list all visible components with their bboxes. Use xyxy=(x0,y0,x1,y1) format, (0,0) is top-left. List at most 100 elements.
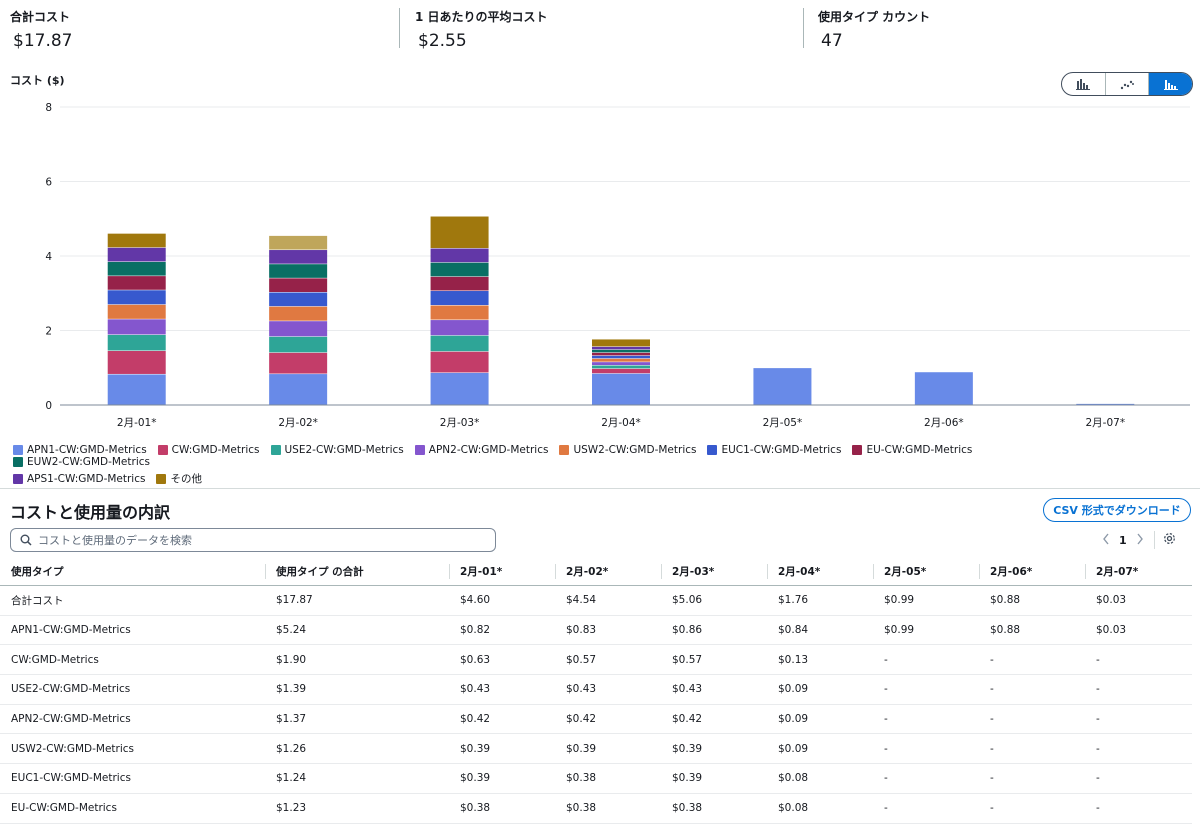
legend-label: USE2-CW:GMD-Metrics xyxy=(284,444,404,456)
column-divider[interactable] xyxy=(979,564,980,579)
bar-segment xyxy=(430,320,489,336)
bar-segment xyxy=(107,374,166,405)
legend-item[interactable]: CW:GMD-Metrics xyxy=(157,444,260,456)
column-divider[interactable] xyxy=(1085,564,1086,579)
legend-label: USW2-CW:GMD-Metrics xyxy=(573,444,697,456)
bar-segment xyxy=(107,233,166,248)
search-input[interactable] xyxy=(36,532,480,548)
legend-label: EU-CW:GMD-Metrics xyxy=(866,444,973,456)
current-page-number[interactable]: 1 xyxy=(1119,533,1127,547)
x-tick-label: 2月-01* xyxy=(117,417,157,429)
column-header-label: 2月-04* xyxy=(778,566,821,578)
usage-type-count-label: 使用タイプ カウント xyxy=(818,10,931,24)
legend-swatch xyxy=(414,445,425,455)
column-header[interactable]: 使用タイプ xyxy=(0,558,265,586)
previous-page-icon[interactable] xyxy=(1102,533,1110,548)
legend-item[interactable]: USE2-CW:GMD-Metrics xyxy=(270,444,404,456)
avg-cost-value: $2.55 xyxy=(418,31,467,51)
table-cell: $17.87 xyxy=(265,585,449,616)
table-cell: - xyxy=(873,674,979,705)
pager-divider xyxy=(1153,531,1155,549)
bar-segment xyxy=(269,292,328,307)
search-field[interactable] xyxy=(10,528,496,552)
table-cell: $4.54 xyxy=(555,585,661,616)
y-tick-label: 2 xyxy=(45,326,52,338)
table-cell: $1.24 xyxy=(265,763,449,794)
bar-segment xyxy=(430,291,489,306)
breakdown-table: 使用タイプ 使用タイプ の合計 2月-01* 2月-02* 2月-03* 2月-04* 2月… xyxy=(0,558,1192,824)
column-header[interactable]: 2月-04* xyxy=(767,558,873,586)
bar-segment xyxy=(269,321,328,337)
line-chart-button[interactable] xyxy=(1106,73,1150,95)
column-header-label: 2月-02* xyxy=(566,566,609,578)
table-cell: $0.38 xyxy=(661,793,767,824)
column-divider[interactable] xyxy=(767,564,768,579)
table-cell: $0.99 xyxy=(873,585,979,616)
usage-type-count-metric: 使用タイプ カウント 47 xyxy=(818,8,930,51)
table-cell: $0.39 xyxy=(555,733,661,765)
column-divider[interactable] xyxy=(661,564,662,579)
bar-segment xyxy=(592,349,650,353)
bar-segment xyxy=(430,335,489,352)
total-cost-metric: 合計コスト $17.87 xyxy=(10,8,72,51)
table-cell: - xyxy=(979,674,1085,705)
legend-item[interactable]: APN1-CW:GMD-Metrics xyxy=(13,444,147,456)
bar-segment xyxy=(592,368,650,374)
stacked-bar-chart-button[interactable] xyxy=(1149,73,1192,95)
next-page-icon[interactable] xyxy=(1136,533,1144,548)
table-cell: $0.43 xyxy=(661,674,767,705)
table-cell: $0.43 xyxy=(449,674,555,705)
legend-swatch xyxy=(157,445,168,455)
column-header[interactable]: 2月-02* xyxy=(555,558,661,586)
legend-item[interactable]: APS1-CW:GMD-Metrics xyxy=(13,471,145,486)
x-tick-label: 2月-05* xyxy=(763,417,803,429)
table-cell: - xyxy=(1085,733,1192,765)
column-divider[interactable] xyxy=(873,564,874,579)
column-header[interactable]: 2月-05* xyxy=(873,558,979,586)
table-cell: - xyxy=(979,793,1085,824)
table-cell: EUC1-CW:GMD-Metrics xyxy=(0,763,265,794)
csv-download-button[interactable]: CSV 形式でダウンロード xyxy=(1043,498,1191,522)
legend-item[interactable]: EUC1-CW:GMD-Metrics xyxy=(707,444,841,456)
metric-divider xyxy=(399,8,400,48)
table-cell: $0.09 xyxy=(767,674,873,705)
table-cell: - xyxy=(873,644,979,676)
column-divider[interactable] xyxy=(555,564,556,579)
column-divider[interactable] xyxy=(265,564,266,579)
bar-segment xyxy=(914,372,973,405)
column-header[interactable]: 2月-03* xyxy=(661,558,767,586)
column-header-label: 使用タイプ の合計 xyxy=(276,566,364,578)
column-divider[interactable] xyxy=(449,564,450,579)
legend-item[interactable]: その他 xyxy=(156,471,202,486)
usage-type-count-value: 47 xyxy=(821,31,843,51)
legend-item[interactable]: USW2-CW:GMD-Metrics xyxy=(559,444,696,456)
column-header[interactable]: 使用タイプ の合計 xyxy=(265,558,449,586)
column-header[interactable]: 2月-07* xyxy=(1085,558,1192,586)
metric-divider xyxy=(803,8,804,48)
column-header[interactable]: 2月-01* xyxy=(449,558,555,586)
table-cell: $4.60 xyxy=(449,585,555,616)
legend-item[interactable]: APN2-CW:GMD-Metrics xyxy=(414,444,548,456)
summary-bar: 合計コスト $17.87 1 日あたりの平均コスト $2.55 使用タイプ カウ… xyxy=(0,0,1200,60)
legend-row: APN1-CW:GMD-Metrics CW:GMD-Metrics USE2-CW… xyxy=(13,444,1113,468)
column-header[interactable]: 2月-06* xyxy=(979,558,1085,586)
table-cell: $0.42 xyxy=(661,704,767,735)
bar-segment xyxy=(592,339,650,347)
bar-chart-button[interactable] xyxy=(1062,73,1106,95)
legend-item[interactable]: EUW2-CW:GMD-Metrics xyxy=(13,456,150,468)
table-cell: $1.23 xyxy=(265,793,449,824)
bar-segment xyxy=(430,351,489,373)
table-cell: $0.57 xyxy=(661,644,767,676)
chart-type-selector[interactable] xyxy=(1061,72,1193,96)
x-tick-label: 2月-07* xyxy=(1085,417,1125,429)
table-cell: $0.03 xyxy=(1085,615,1192,646)
column-header-label: 2月-03* xyxy=(672,566,715,578)
legend-item[interactable]: EU-CW:GMD-Metrics xyxy=(852,444,972,456)
table-cell: - xyxy=(1085,793,1192,824)
gear-icon[interactable] xyxy=(1163,532,1176,548)
table-cell: $0.38 xyxy=(555,793,661,824)
table-cell: $0.42 xyxy=(555,704,661,735)
bar-segment xyxy=(107,276,166,290)
bar-segment xyxy=(107,247,166,262)
table-row: APN2-CW:GMD-Metrics $1.37 $0.42 $0.42 $0.42 $… xyxy=(0,704,1192,735)
